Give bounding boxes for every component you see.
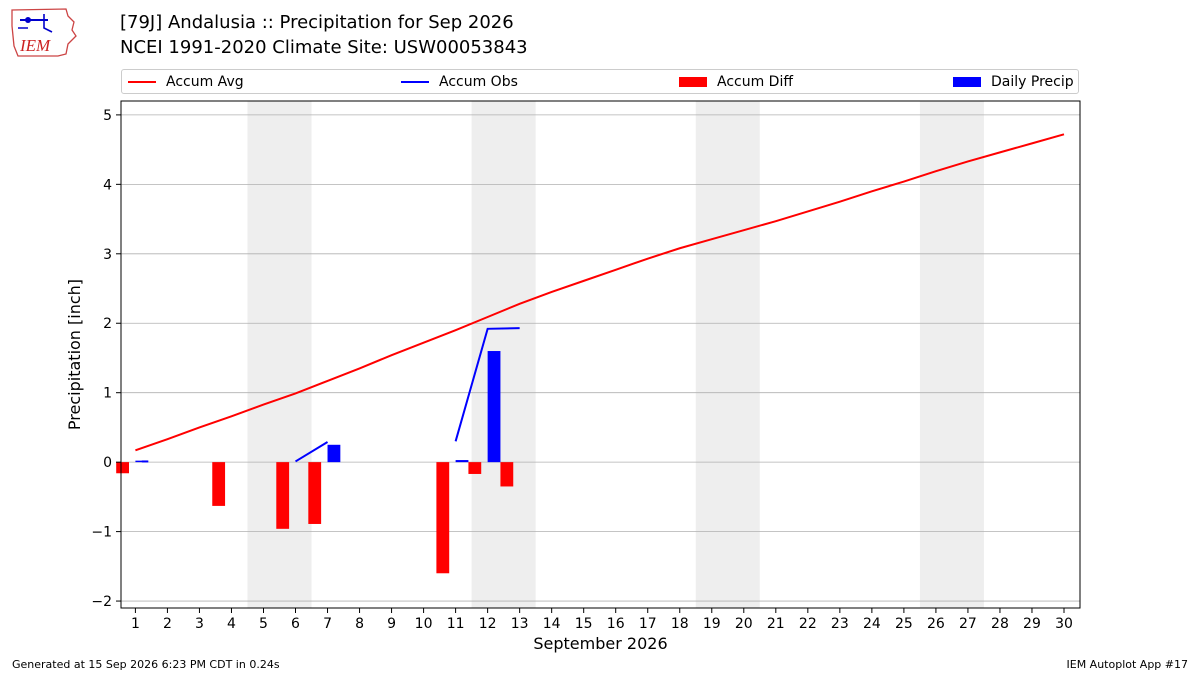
chart-legend: Accum Avg Accum Obs Accum Diff Daily Pre…: [121, 69, 1079, 94]
plot-frame: [120, 100, 1081, 609]
x-tick-label-28: 28: [991, 616, 1009, 632]
daily-precip-bar-7: [327, 444, 341, 463]
y-tick-label-0: 0: [103, 455, 112, 471]
x-tick-label-20: 20: [735, 616, 753, 632]
legend-label-accum-obs: Accum Obs: [439, 74, 518, 90]
x-tick-label-10: 10: [415, 616, 433, 632]
legend-swatch-accum-diff: [679, 77, 707, 87]
accum-diff-bar-7: [308, 462, 322, 524]
accum-obs-line-2: [454, 327, 520, 442]
x-tick-label-2: 2: [163, 616, 172, 632]
x-tick-label-26: 26: [927, 616, 945, 632]
y-tick-label--1: −1: [91, 525, 112, 541]
legend-swatch-daily-precip: [953, 77, 981, 87]
x-tick-label-6: 6: [291, 616, 300, 632]
x-tick-label-11: 11: [447, 616, 465, 632]
x-tick-label-12: 12: [479, 616, 497, 632]
accum-diff-bar-4: [212, 462, 226, 506]
x-tick-label-21: 21: [767, 616, 785, 632]
x-tick-label-29: 29: [1023, 616, 1041, 632]
x-tick-label-30: 30: [1055, 616, 1073, 632]
y-axis-label: Precipitation [inch]: [65, 279, 84, 430]
y-tick-label-5: 5: [103, 108, 112, 124]
x-tick-label-3: 3: [195, 616, 204, 632]
x-tick-label-25: 25: [895, 616, 913, 632]
x-tick-label-18: 18: [671, 616, 689, 632]
accum-diff-bar-12: [468, 462, 482, 474]
weekend-shade-2: [695, 101, 760, 608]
daily-precip-bar-11: [455, 460, 469, 463]
accum-obs-line-1: [294, 441, 329, 463]
x-tick-label-8: 8: [355, 616, 364, 632]
legend-item-accum-avg: Accum Avg: [128, 74, 244, 90]
x-tick-label-1: 1: [131, 616, 140, 632]
x-tick-label-22: 22: [799, 616, 817, 632]
legend-item-daily-precip: Daily Precip: [953, 74, 1074, 90]
x-tick-label-9: 9: [387, 616, 396, 632]
x-tick-label-19: 19: [703, 616, 721, 632]
footer-app: IEM Autoplot App #17: [1066, 658, 1189, 671]
x-tick-label-17: 17: [639, 616, 657, 632]
legend-swatch-accum-obs: [401, 81, 429, 83]
legend-item-accum-diff: Accum Diff: [679, 74, 793, 90]
x-axis-label: September 2026: [533, 634, 667, 653]
accum-diff-bar-6: [276, 462, 290, 529]
x-tick-label-27: 27: [959, 616, 977, 632]
iem-logo: IEM: [8, 6, 80, 60]
accum-avg-line: [135, 133, 1065, 452]
legend-label-daily-precip: Daily Precip: [991, 74, 1074, 90]
weekend-shade-1: [471, 101, 536, 608]
x-tick-label-13: 13: [511, 616, 529, 632]
x-tick-label-14: 14: [543, 616, 561, 632]
y-tick-label-1: 1: [103, 386, 112, 402]
x-tick-label-7: 7: [323, 616, 332, 632]
chart-title: [79J] Andalusia :: Precipitation for Sep…: [120, 12, 514, 33]
accum-diff-bar-13: [500, 462, 514, 487]
chart-subtitle: NCEI 1991-2020 Climate Site: USW00053843: [120, 37, 528, 58]
legend-label-accum-avg: Accum Avg: [166, 74, 244, 90]
legend-item-accum-obs: Accum Obs: [401, 74, 518, 90]
y-tick-label--2: −2: [91, 594, 112, 610]
legend-swatch-accum-avg: [128, 81, 156, 83]
y-tick-label-2: 2: [103, 316, 112, 332]
x-tick-label-4: 4: [227, 616, 236, 632]
y-tick-label-3: 3: [103, 247, 112, 263]
accum-diff-bar-1: [116, 462, 130, 474]
plot-area: [116, 100, 1081, 609]
x-tick-label-24: 24: [863, 616, 881, 632]
daily-precip-bar-12: [487, 351, 501, 463]
footer-generated: Generated at 15 Sep 2026 6:23 PM CDT in …: [12, 658, 280, 671]
weekend-shade-3: [919, 101, 984, 608]
x-tick-label-16: 16: [607, 616, 625, 632]
iem-logo-text: IEM: [19, 36, 51, 55]
x-tick-label-15: 15: [575, 616, 593, 632]
y-tick-label-4: 4: [103, 177, 112, 193]
x-tick-label-23: 23: [831, 616, 849, 632]
x-tick-label-5: 5: [259, 616, 268, 632]
accum-diff-bar-11: [436, 462, 450, 574]
legend-label-accum-diff: Accum Diff: [717, 74, 794, 90]
